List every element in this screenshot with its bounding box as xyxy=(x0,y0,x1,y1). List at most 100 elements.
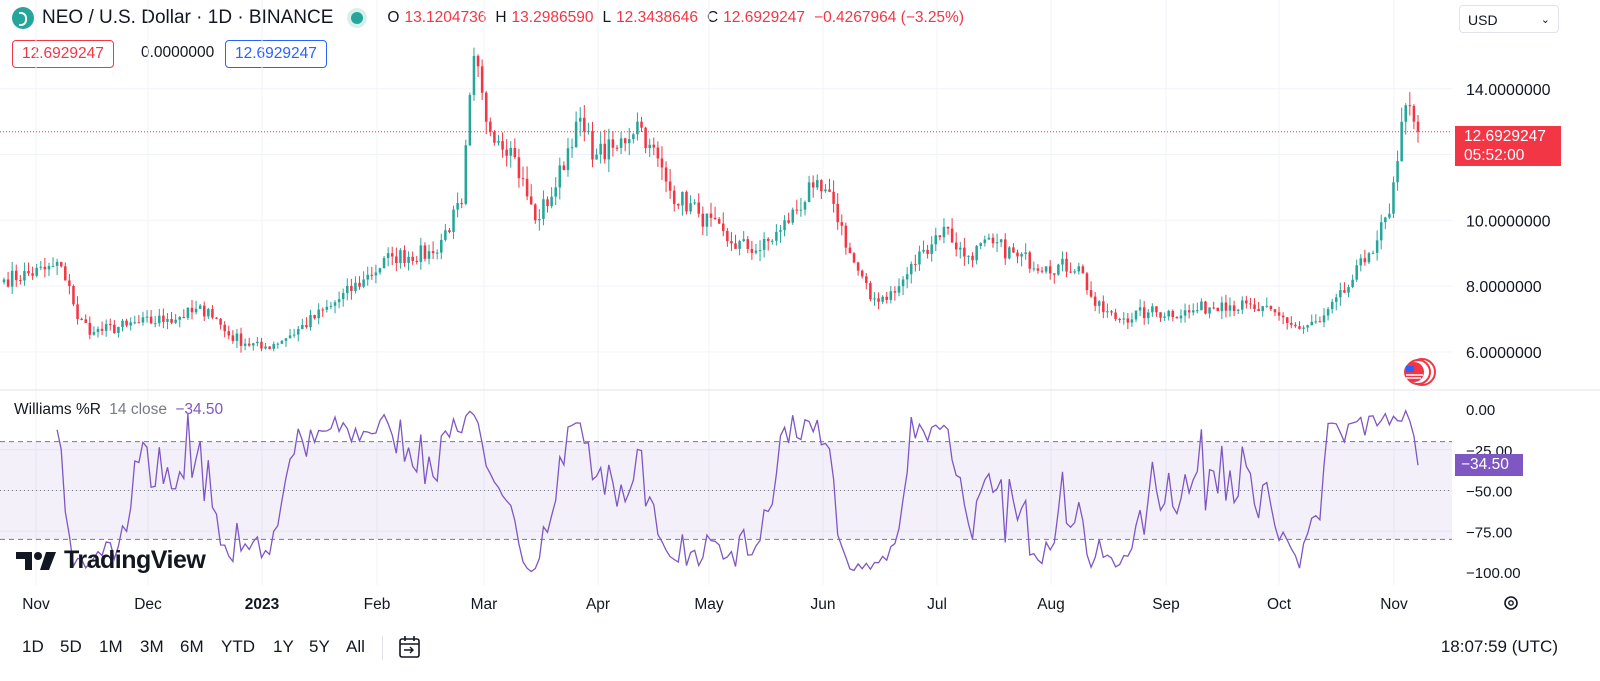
candle-body xyxy=(583,117,586,132)
chart-canvas[interactable]: 6.0000000 8.0000000 10.0000000 14.0000000 0… xyxy=(0,0,1600,625)
tradingview-watermark[interactable]: TradingView xyxy=(16,546,206,575)
candle-body xyxy=(701,213,705,227)
candle-body xyxy=(276,343,280,345)
open-value: 13.1204736 xyxy=(404,9,487,26)
candle-body xyxy=(497,141,500,143)
buy-price-pill[interactable]: 12.6929247 xyxy=(225,40,327,68)
timeframe-1d[interactable]: 1D xyxy=(22,637,44,656)
high-value: 13.2986590 xyxy=(511,9,594,26)
candle-body xyxy=(983,239,987,244)
candle-body xyxy=(1371,252,1375,254)
candle-body xyxy=(967,255,970,257)
candle-body xyxy=(501,141,504,150)
candle-body xyxy=(525,178,529,197)
candle-body xyxy=(117,326,120,333)
candle-body xyxy=(1355,265,1358,280)
indicator-tick-label: −75.00 xyxy=(1466,524,1512,541)
candle-body xyxy=(918,251,921,265)
candle-body xyxy=(1224,302,1228,311)
candle-body xyxy=(791,209,795,223)
candle-body xyxy=(170,318,173,323)
timeframe-1y[interactable]: 1Y xyxy=(273,637,294,656)
candle-body xyxy=(1379,222,1383,241)
toolbar-divider xyxy=(382,636,383,660)
candle-body xyxy=(644,127,647,149)
candle-body xyxy=(1396,161,1399,183)
candle-body xyxy=(493,131,496,143)
candle-body xyxy=(100,328,104,331)
timeframe-all[interactable]: All xyxy=(346,637,365,656)
candle-body xyxy=(758,249,762,251)
indicator-value-tag: −34.50 xyxy=(1455,454,1523,476)
brand-name: TradingView xyxy=(64,546,206,574)
timeframe-3m[interactable]: 3M xyxy=(140,637,164,656)
date-range-icon[interactable] xyxy=(397,634,423,660)
candle-body xyxy=(411,256,414,261)
utc-clock[interactable]: 18:07:59 (UTC) xyxy=(1440,637,1558,656)
price-tick-label: 6.0000000 xyxy=(1466,345,1542,362)
time-tick-label: Jun xyxy=(811,596,836,613)
candle-body xyxy=(1134,310,1138,320)
candle-body xyxy=(1114,312,1117,319)
candle-body xyxy=(1343,290,1346,293)
candle-body xyxy=(301,324,304,330)
currency-select[interactable]: USD ⌄ xyxy=(1459,5,1559,33)
candle-body xyxy=(313,315,316,319)
candle-body xyxy=(1339,290,1342,298)
candle-body xyxy=(636,121,639,135)
candle-body xyxy=(1384,217,1387,223)
candle-body xyxy=(415,260,419,262)
candle-body xyxy=(1245,300,1248,304)
symbol-legend[interactable]: NEO / U.S. Dollar · 1D · BINANCE O 13.120… xyxy=(12,6,968,30)
candle-body xyxy=(1281,315,1285,318)
candle-body xyxy=(905,274,909,280)
candle-body xyxy=(472,55,476,95)
timeframe-1m[interactable]: 1M xyxy=(99,637,123,656)
candle-body xyxy=(395,256,398,263)
candle-body xyxy=(668,181,672,191)
candle-body xyxy=(950,228,954,243)
candle-body xyxy=(350,285,353,291)
price-tick-label: 8.0000000 xyxy=(1466,279,1542,296)
candle-body xyxy=(1159,312,1162,318)
low-label: L xyxy=(602,9,612,26)
candle-body xyxy=(1187,310,1191,313)
candle-body xyxy=(484,92,488,122)
candle-body xyxy=(554,187,557,197)
sell-price-pill[interactable]: 12.6929247 xyxy=(12,40,114,68)
candle-body xyxy=(574,121,578,148)
flag-us-icon[interactable] xyxy=(1404,358,1436,386)
timeframe-6m[interactable]: 6M xyxy=(180,637,204,656)
candle-body xyxy=(795,209,799,211)
candle-body xyxy=(619,138,623,148)
candle-body xyxy=(820,180,823,192)
candle-body xyxy=(27,271,30,274)
timeframe-ytd[interactable]: YTD xyxy=(221,637,255,656)
settings-gear-icon[interactable] xyxy=(1504,596,1518,610)
candle-body xyxy=(96,328,100,333)
candle-body xyxy=(104,324,108,331)
candle-body xyxy=(374,272,378,276)
candle-body xyxy=(256,341,259,344)
candle-body xyxy=(1003,239,1007,259)
candle-body xyxy=(517,157,521,179)
timeframe-5d[interactable]: 5D xyxy=(60,637,82,656)
candle-body xyxy=(476,55,480,67)
indicator-legend[interactable]: Williams %R 14 close −34.50 xyxy=(14,401,223,419)
timeframe-5y[interactable]: 5Y xyxy=(309,637,330,656)
overbought-oversold-band xyxy=(0,441,1452,540)
candle-body xyxy=(480,66,484,93)
candle-body xyxy=(407,256,410,263)
candle-body xyxy=(660,158,664,168)
candle-body xyxy=(640,121,643,128)
candle-body xyxy=(1204,301,1207,314)
candle-body xyxy=(264,346,267,349)
candle-body xyxy=(1232,305,1236,311)
candle-body xyxy=(615,147,619,149)
candle-body xyxy=(832,191,835,204)
candle-body xyxy=(1191,310,1195,313)
candle-body xyxy=(648,144,651,149)
candle-body xyxy=(1302,327,1305,329)
time-tick-label: Feb xyxy=(364,596,391,613)
candle-body xyxy=(1077,266,1081,272)
